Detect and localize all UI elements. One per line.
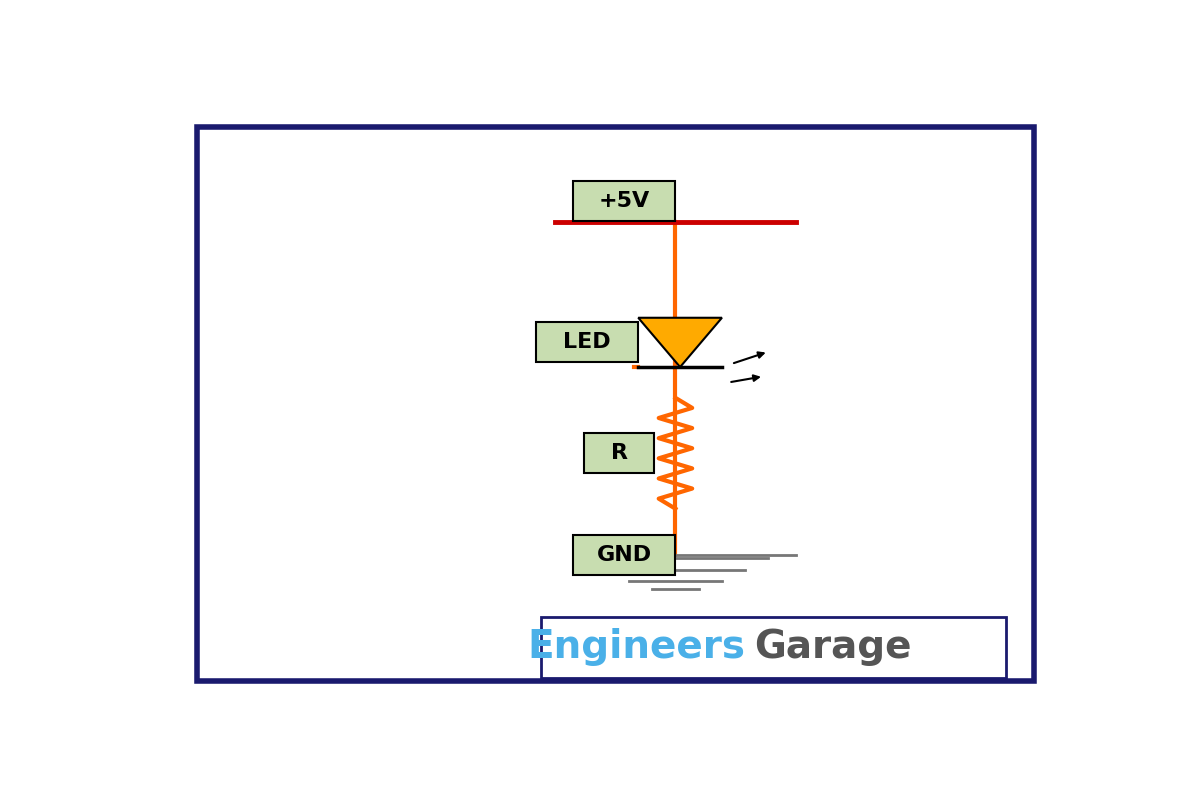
Text: GND: GND bbox=[596, 545, 652, 565]
FancyBboxPatch shape bbox=[584, 434, 654, 474]
Text: Garage: Garage bbox=[755, 628, 912, 666]
Text: +5V: +5V bbox=[599, 190, 650, 210]
FancyBboxPatch shape bbox=[574, 535, 676, 575]
Text: Engineers: Engineers bbox=[527, 628, 745, 666]
FancyBboxPatch shape bbox=[574, 181, 676, 221]
Text: R: R bbox=[611, 443, 628, 463]
Polygon shape bbox=[638, 318, 722, 367]
Text: LED: LED bbox=[563, 333, 611, 352]
FancyBboxPatch shape bbox=[540, 617, 1006, 678]
FancyBboxPatch shape bbox=[536, 322, 638, 362]
FancyBboxPatch shape bbox=[197, 126, 1033, 682]
